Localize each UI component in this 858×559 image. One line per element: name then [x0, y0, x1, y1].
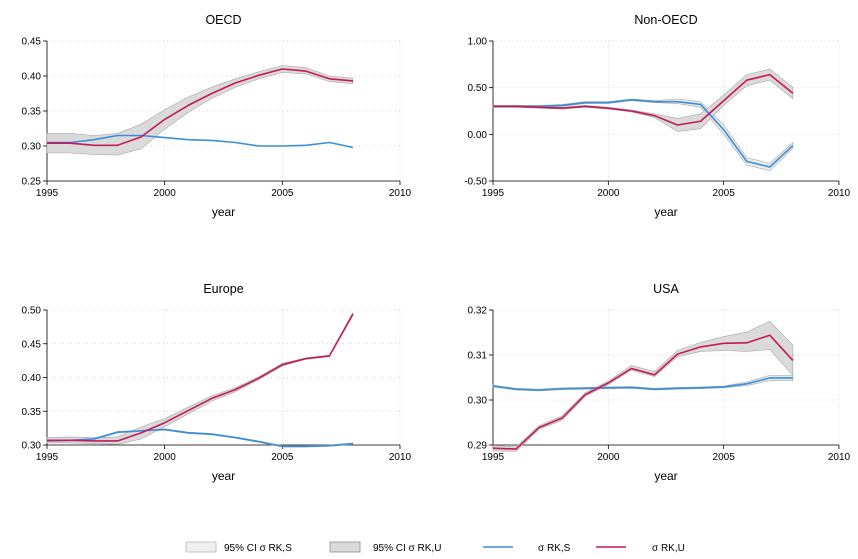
series-line-rk-u [493, 73, 794, 126]
x-tick-label: 1995 [36, 188, 59, 199]
panel-usa: 0.29 0.30 0.31 0.32 1995 2000 2005 2010 USA year [468, 282, 851, 483]
chart-title: Europe [203, 282, 243, 296]
x-tick-label: 2010 [389, 452, 412, 463]
chart-title: USA [653, 282, 679, 296]
y-tick-label: 0.00 [468, 130, 488, 141]
series-line-rk-u [492, 334, 794, 450]
panel-europe: 0.30 0.35 0.40 0.45 0.50 1995 2000 2005 2010 Euro… [22, 282, 412, 483]
series-line-rk-s [492, 377, 793, 391]
x-tick-label: 1995 [482, 452, 505, 463]
y-tick-label: 0.40 [22, 72, 42, 83]
x-tick-label: 2000 [597, 188, 620, 199]
x-axis-label: year [654, 469, 677, 483]
x-tick-label: 2000 [154, 452, 177, 463]
series-line-rk-s [493, 99, 794, 168]
y-tick-label: 0.50 [468, 83, 488, 94]
y-tick-label: 0.29 [468, 441, 488, 452]
series-line-rk-u [47, 313, 354, 442]
y-tick-label: 0.30 [22, 142, 42, 153]
x-tick-label: 2010 [828, 188, 851, 199]
x-tick-label: 2005 [713, 188, 736, 199]
panel-non-oecd: -0.50 0.00 0.50 1.00 1995 2000 2005 2010 Non-OEC… [464, 13, 850, 219]
y-tick-label: 0.50 [22, 306, 42, 317]
x-tick-label: 1995 [482, 188, 505, 199]
x-tick-label: 2005 [713, 452, 736, 463]
ci-band-rk-u [492, 68, 794, 132]
x-axis-label: year [212, 469, 235, 483]
x-tick-label: 2000 [597, 452, 620, 463]
y-tick-label: 0.30 [468, 396, 488, 407]
x-tick-label: 2010 [828, 452, 851, 463]
y-tick-label: 0.32 [468, 306, 488, 317]
y-tick-label: 0.40 [22, 373, 42, 384]
panels: 0.25 0.30 0.35 0.40 0.45 1995 2000 2005 2010 OECD… [22, 13, 851, 483]
legend: 95% CI σ RK,S 95% CI σ RK,U σ RK,S σ RK,… [185, 541, 685, 554]
y-tick-label: 0.31 [468, 351, 488, 362]
ci-band-rk-u [492, 320, 794, 452]
y-tick-label: 0.35 [22, 107, 42, 118]
legend-label-rk-s: σ RK,S [538, 543, 571, 554]
y-tick-label: 0.25 [22, 177, 42, 188]
chart-title: OECD [205, 13, 241, 27]
y-tick-label: 1.00 [468, 37, 488, 48]
legend-swatch-ci-s [185, 541, 217, 553]
y-tick-label: 0.45 [22, 37, 42, 48]
series-line-rk-s [47, 134, 354, 149]
legend-label-ci-u: 95% CI σ RK,U [373, 543, 441, 554]
ci-band-rk-u [46, 65, 354, 156]
ci-band-rk-s [492, 98, 794, 172]
x-tick-label: 2010 [389, 188, 412, 199]
x-tick-label: 2005 [271, 452, 294, 463]
legend-swatch-ci-u [329, 541, 361, 553]
series-line-rk-s [46, 428, 353, 448]
x-tick-label: 2005 [271, 188, 294, 199]
x-axis-label: year [212, 205, 235, 219]
y-tick-label: 0.35 [22, 407, 42, 418]
chart-title: Non-OECD [634, 13, 697, 27]
legend-label-rk-u: σ RK,U [652, 543, 685, 554]
series-line-rk-u [47, 68, 354, 147]
x-tick-label: 1995 [36, 452, 59, 463]
y-tick-label: 0.45 [22, 339, 42, 350]
x-axis-label: year [654, 205, 677, 219]
x-tick-label: 2000 [154, 188, 177, 199]
legend-label-ci-s: 95% CI σ RK,S [224, 543, 292, 554]
panel-oecd: 0.25 0.30 0.35 0.40 0.45 1995 2000 2005 2010 OECD… [22, 13, 412, 219]
y-tick-label: 0.30 [22, 441, 42, 452]
ci-band-rk-u [46, 312, 354, 445]
y-tick-label: -0.50 [464, 177, 487, 188]
